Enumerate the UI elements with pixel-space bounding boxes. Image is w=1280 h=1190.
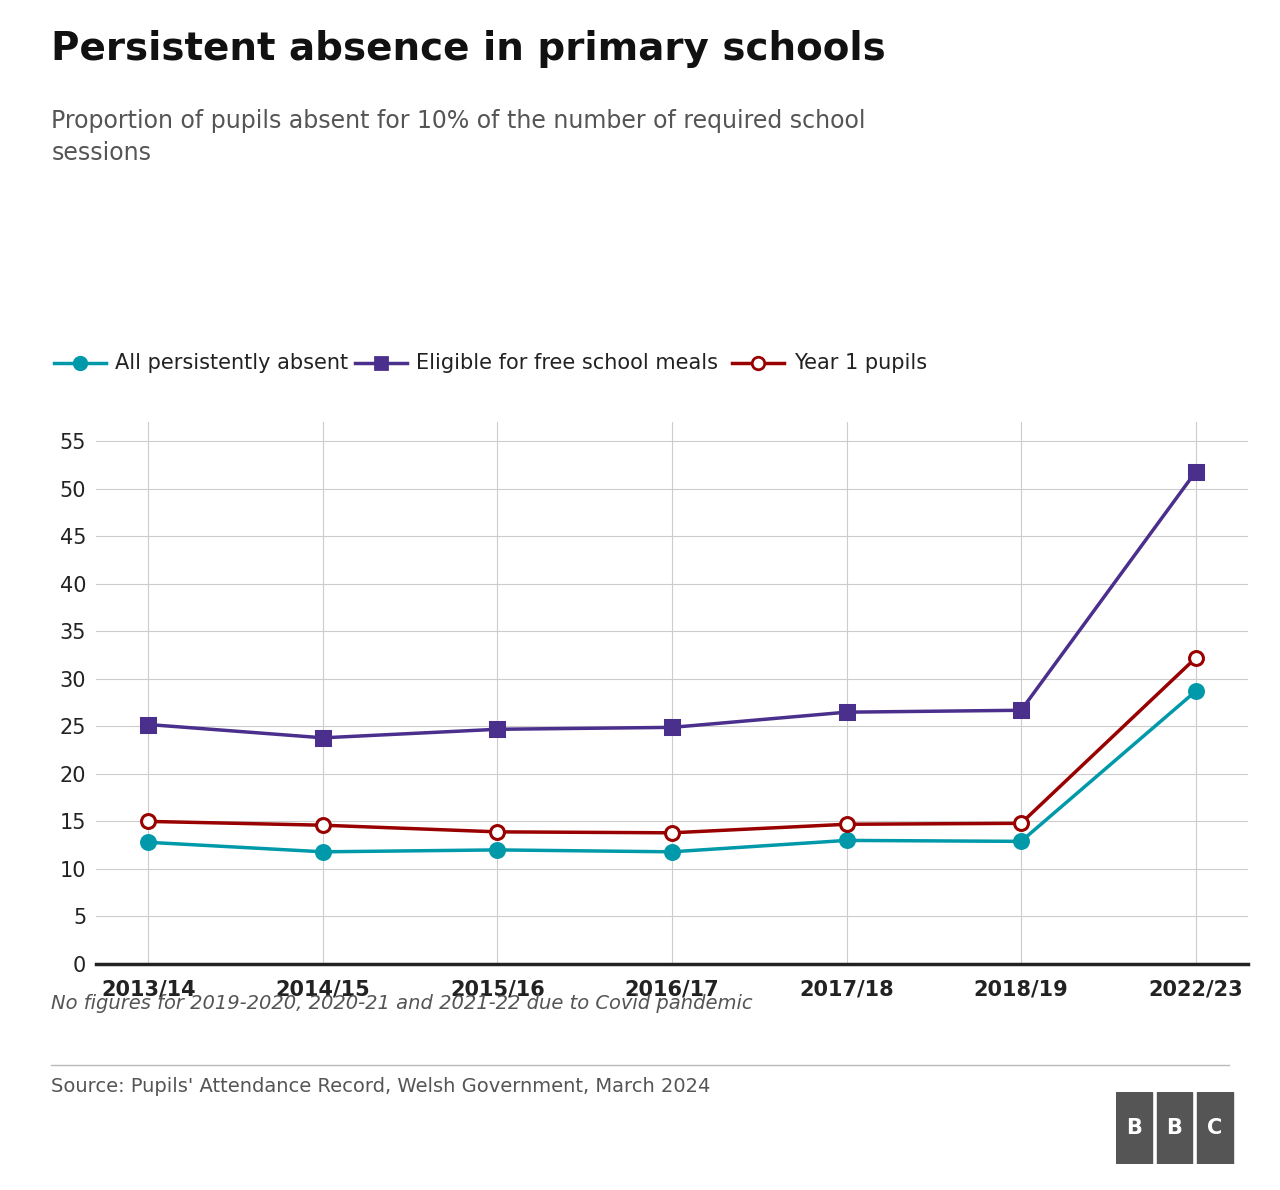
Bar [1116, 1092, 1152, 1164]
Text: B: B [1166, 1119, 1183, 1138]
Text: Proportion of pupils absent for 10% of the number of required school
sessions: Proportion of pupils absent for 10% of t… [51, 109, 865, 165]
Text: Year 1 pupils: Year 1 pupils [794, 353, 927, 372]
Text: Eligible for free school meals: Eligible for free school meals [416, 353, 718, 372]
Bar [1157, 1092, 1193, 1164]
Text: B: B [1126, 1119, 1142, 1138]
Text: Persistent absence in primary schools: Persistent absence in primary schools [51, 30, 886, 68]
Text: No figures for 2019-2020, 2020-21 and 2021-22 due to Covid pandemic: No figures for 2019-2020, 2020-21 and 20… [51, 994, 753, 1013]
Text: C: C [1207, 1119, 1222, 1138]
Text: Source: Pupils' Attendance Record, Welsh Government, March 2024: Source: Pupils' Attendance Record, Welsh… [51, 1077, 710, 1096]
Text: All persistently absent: All persistently absent [115, 353, 348, 372]
Bar [1197, 1092, 1233, 1164]
